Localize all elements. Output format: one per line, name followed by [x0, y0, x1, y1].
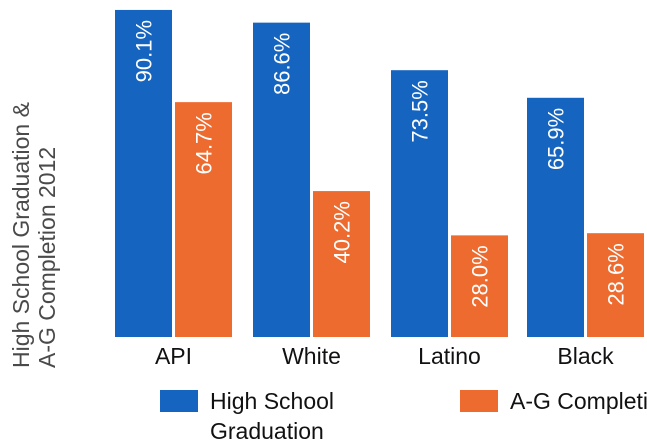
y-axis-label-line-1: High School Graduation &	[8, 102, 34, 368]
bar-white-a-g-completion	[313, 191, 370, 337]
x-tick-label-black: Black	[557, 343, 614, 369]
legend: High School Graduation A-G Completion	[160, 386, 647, 446]
data-label-api-high-school-graduation: 90.1%	[132, 20, 157, 82]
legend-swatch-a-g-completion	[460, 390, 498, 412]
data-label-black-high-school-graduation: 65.9%	[544, 108, 569, 170]
bar-black-high-school-graduation	[527, 97, 584, 338]
legend-item-a-g-completion: A-G Completion	[460, 386, 647, 446]
x-tick-label-latino: Latino	[418, 343, 481, 369]
y-axis-label: High School Graduation & A-G Completion …	[8, 102, 60, 368]
data-label-black-a-g-completion: 28.6%	[604, 243, 629, 305]
bars-layer: 90.1% 64.7% 86.6% 40.2% 73.5% 28.0% 65.9% 28.6%	[115, 9, 644, 338]
y-axis-label-line-2: A-G Completion 2012	[34, 146, 60, 368]
x-tick-label-api: API	[155, 343, 192, 369]
legend-label-high-school-graduation: High School Graduation	[210, 388, 335, 444]
legend-item-high-school-graduation: High School Graduation	[160, 386, 380, 446]
data-label-white-a-g-completion: 40.2%	[330, 201, 355, 263]
bar-white-high-school-graduation	[253, 22, 310, 338]
bar-latino-a-g-completion	[451, 235, 508, 337]
legend-swatch-high-school-graduation	[160, 390, 198, 412]
bar-black-a-g-completion	[587, 233, 644, 337]
data-label-latino-a-g-completion: 28.0%	[468, 245, 493, 307]
legend-label-a-g-completion: A-G Completion	[510, 388, 647, 414]
data-label-white-high-school-graduation: 86.6%	[270, 33, 295, 95]
x-tick-label-white: White	[282, 343, 341, 369]
x-tick-labels: API White Latino Black	[155, 343, 614, 369]
bar-latino-high-school-graduation	[391, 70, 448, 337]
data-label-api-a-g-completion: 64.7%	[192, 112, 217, 174]
bar-api-high-school-graduation	[115, 9, 172, 337]
bar-api-a-g-completion	[175, 102, 232, 337]
data-label-latino-high-school-graduation: 73.5%	[408, 80, 433, 142]
